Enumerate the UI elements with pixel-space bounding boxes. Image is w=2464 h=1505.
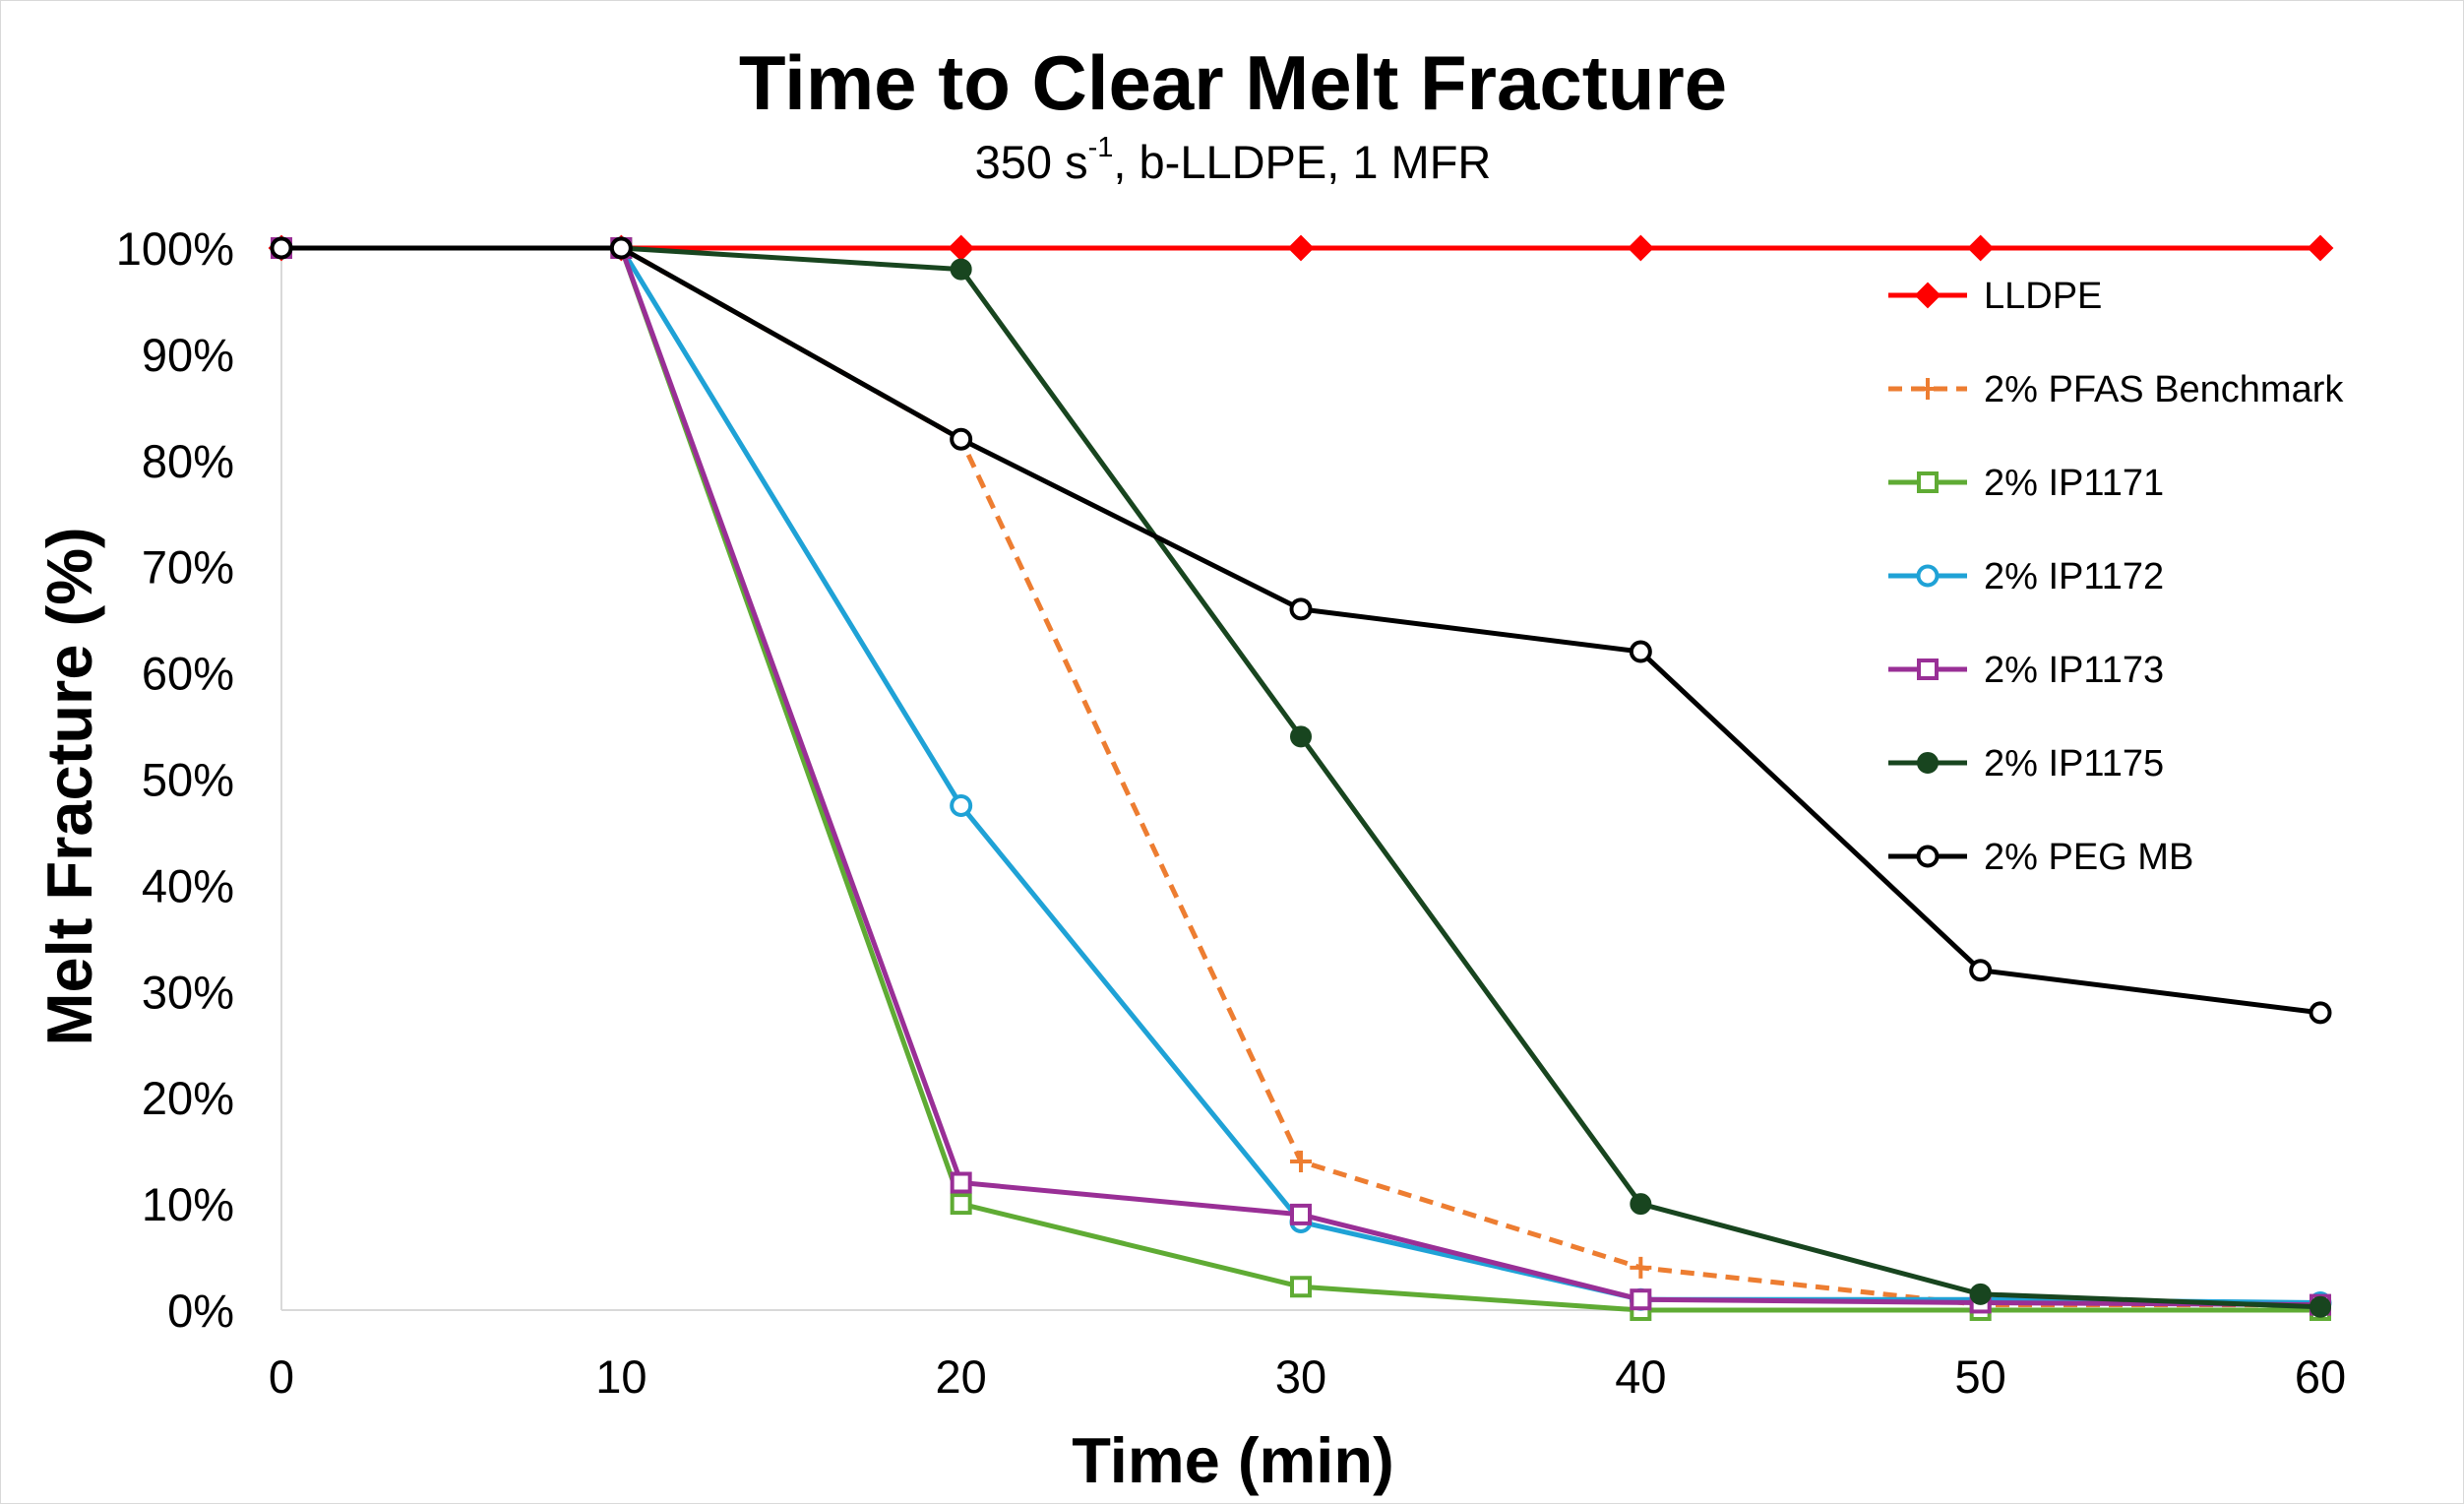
data-point-circle (1916, 845, 1940, 868)
data-point-circle (950, 793, 973, 817)
data-point-plus (1630, 1256, 1652, 1279)
x-axis-label: Time (min) (1072, 1424, 1393, 1496)
series-2-peg-mb (270, 236, 2332, 1025)
data-point-square (1917, 471, 1939, 493)
data-point-diamond (1914, 282, 1941, 309)
data-point-circle (609, 236, 633, 260)
y-tick-label: 30% (142, 966, 234, 1018)
chart-subtitle: 350 s-1, b-LLDPE, 1 MFR (975, 132, 1492, 188)
data-point-circle (1629, 640, 1652, 663)
legend-label: 2% IP1171 (1984, 463, 2164, 504)
x-tick-label: 40 (1615, 1350, 1666, 1403)
data-point-dot (1917, 752, 1939, 774)
data-point-diamond (1967, 234, 1995, 262)
y-tick-label: 50% (142, 754, 234, 806)
legend-item: 2% PFAS Benchmark (1888, 369, 2344, 410)
data-point-plus (1290, 1150, 1312, 1172)
legend-label: LLDPE (1984, 276, 2102, 317)
data-point-circle (270, 236, 293, 260)
data-point-circle (1969, 959, 1993, 982)
y-tick-label: 60% (142, 648, 234, 700)
legend-item: 2% PEG MB (1888, 837, 2193, 878)
data-point-diamond (1627, 234, 1654, 262)
x-tick-label: 0 (269, 1350, 294, 1403)
legend-label: 2% IP1172 (1984, 556, 2164, 597)
legend-item: 2% IP1171 (1888, 463, 2164, 504)
x-tick-labels: 0 10 20 30 40 50 60 (269, 1350, 2346, 1403)
x-tick-label: 50 (1955, 1350, 2006, 1403)
y-tick-label: 100% (116, 222, 234, 275)
y-tick-label: 80% (142, 435, 234, 487)
data-point-diamond (1287, 234, 1315, 262)
series-lines (268, 234, 2334, 1321)
y-tick-label: 40% (142, 859, 234, 911)
y-tick-label: 10% (142, 1178, 234, 1230)
data-point-dot (1969, 1283, 1992, 1305)
data-point-dot (1630, 1193, 1652, 1216)
y-tick-label: 20% (142, 1072, 234, 1124)
data-point-diamond (948, 234, 975, 262)
data-point-square (1290, 1203, 1312, 1225)
legend-item: 2% IP1175 (1888, 743, 2164, 784)
data-point-plus (1917, 378, 1939, 400)
legend-label: 2% PEG MB (1984, 837, 2193, 878)
y-tick-label: 70% (142, 541, 234, 594)
legend-item: 2% IP1173 (1888, 650, 2164, 691)
x-tick-label: 30 (1275, 1350, 1326, 1403)
data-point-circle (950, 427, 973, 451)
x-tick-label: 20 (936, 1350, 987, 1403)
subtitle-superscript: -1 (1088, 132, 1114, 163)
data-point-square (1630, 1288, 1652, 1311)
data-point-circle (2309, 1001, 2332, 1025)
x-tick-label: 10 (595, 1350, 647, 1403)
y-tick-label: 0% (167, 1285, 234, 1337)
data-point-square (1917, 658, 1939, 680)
legend-label: 2% PFAS Benchmark (1984, 369, 2344, 410)
data-point-dot (1290, 725, 1312, 748)
data-point-dot (950, 258, 972, 281)
data-point-circle (1916, 564, 1940, 588)
y-tick-label: 90% (142, 329, 234, 381)
x-tick-label: 60 (2295, 1350, 2346, 1403)
subtitle-rest: , b-LLDPE, 1 MFR (1113, 136, 1491, 188)
y-axis-label: Melt Fracture (%) (33, 527, 105, 1045)
legend: LLDPE 2% PFAS Benchmark 2% IP1171 2% IP1172… (1888, 276, 2344, 878)
data-point-square (950, 1193, 972, 1216)
legend-item: LLDPE (1888, 276, 2102, 317)
data-point-dot (2310, 1295, 2331, 1318)
data-point-square (950, 1171, 972, 1194)
data-point-circle (1289, 597, 1313, 621)
legend-label: 2% IP1173 (1984, 650, 2164, 691)
y-tick-labels: 0% 10% 20% 30% 40% 50% 60% 70% 80% 90% 100% (116, 222, 234, 1337)
data-point-diamond (2307, 234, 2334, 262)
data-point-square (1290, 1276, 1312, 1298)
legend-item: 2% IP1172 (1888, 556, 2164, 597)
series-line (281, 245, 2321, 1016)
legend-label: 2% IP1175 (1984, 743, 2164, 784)
chart-title: Time to Clear Melt Fracture (739, 39, 1727, 126)
subtitle-base: 350 s (975, 136, 1088, 188)
